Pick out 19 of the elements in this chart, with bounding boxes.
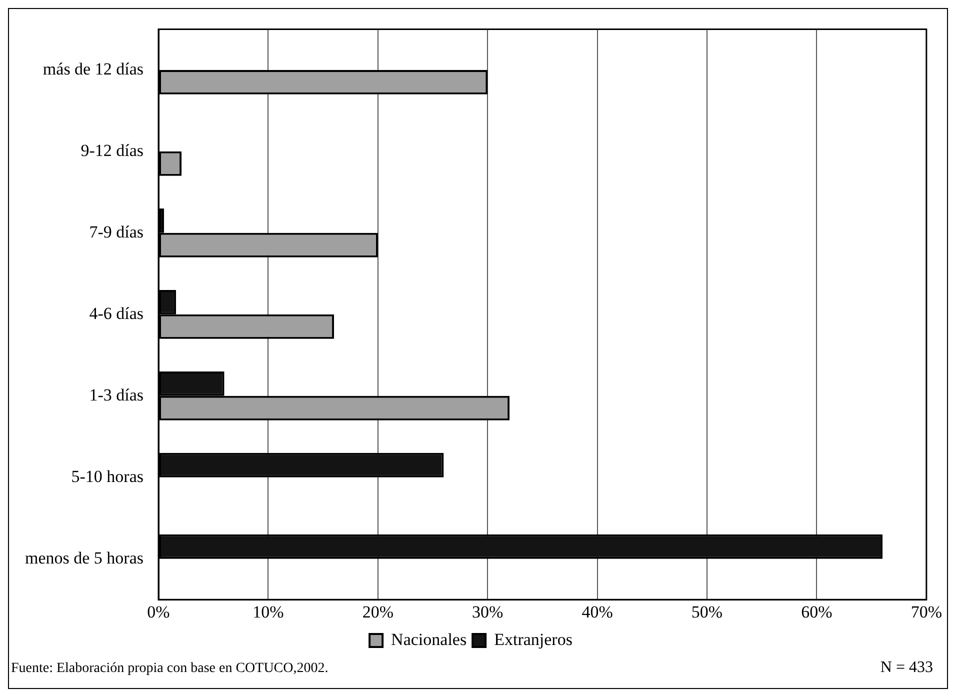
- x-tick-label: 20%: [362, 602, 394, 622]
- x-tick-label: 30%: [472, 602, 504, 622]
- x-tick-label: 10%: [252, 602, 284, 622]
- y-tick-label: menos de 5 horas: [24, 548, 144, 568]
- x-tick-label: 60%: [801, 602, 832, 622]
- y-tick-label: 7-9 días: [89, 222, 144, 242]
- x-tick-label: 70%: [910, 602, 942, 622]
- x-tick-label: 0%: [147, 602, 170, 622]
- x-tick-label: 50%: [691, 602, 723, 622]
- x-tick-label: 40%: [582, 602, 613, 622]
- y-tick-label: 5-10 horas: [71, 466, 144, 486]
- y-tick-label: más de 12 días: [42, 59, 144, 78]
- y-tick-label: 1-3 días: [89, 385, 144, 404]
- source-note: Fuente: Elaboración propia con base en COTUCO,2002.: [11, 661, 328, 677]
- y-tick-label: 9-12 días: [80, 140, 144, 160]
- text: N = 433: [880, 659, 933, 677]
- legend-label: Extranjeros: [494, 630, 572, 649]
- legend-label: Nacionales: [391, 630, 467, 649]
- y-tick-label: 4-6 días: [89, 304, 144, 323]
